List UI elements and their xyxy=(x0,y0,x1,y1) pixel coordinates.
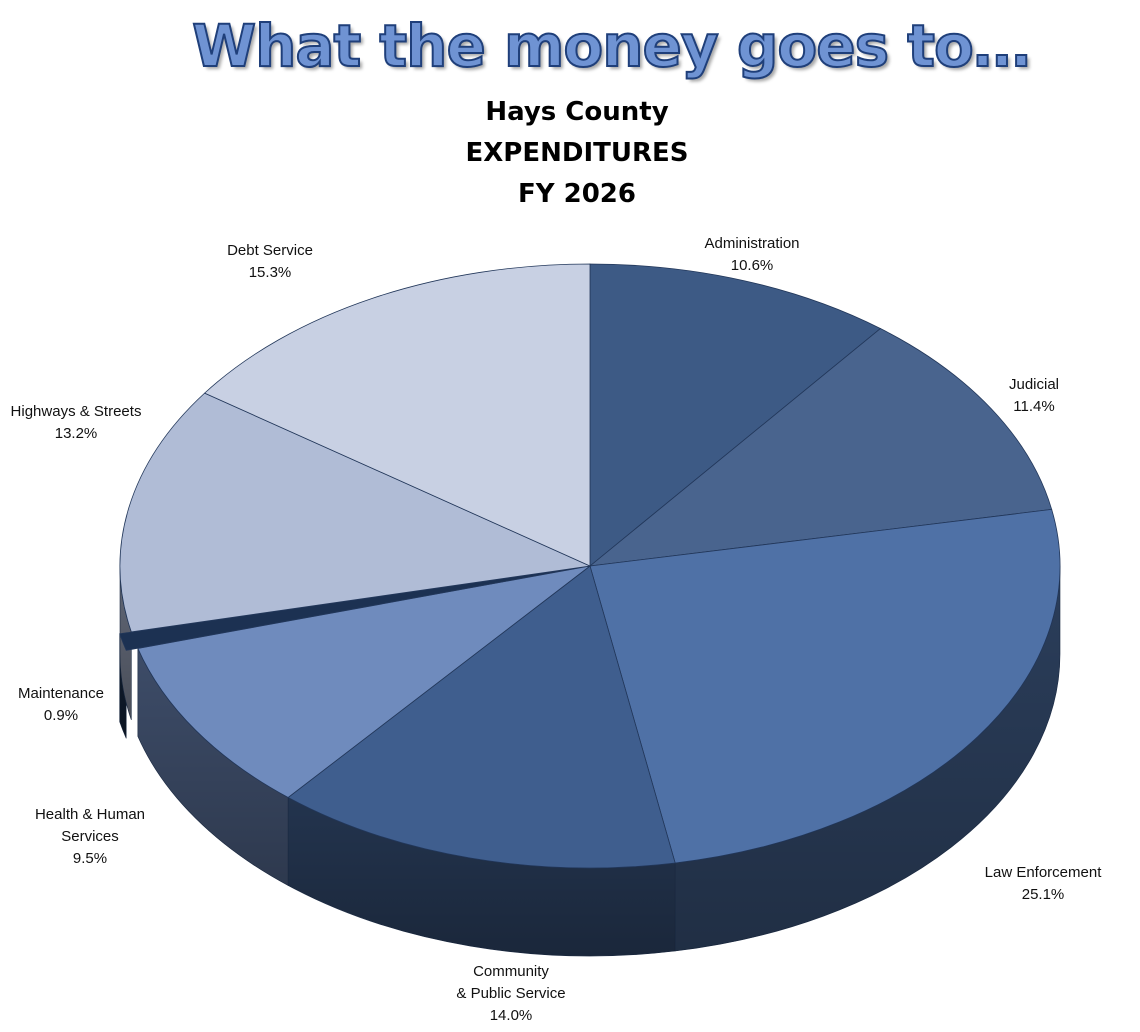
pie-slice-side-shade xyxy=(137,648,289,886)
slice-label-name: Health & Human xyxy=(34,806,146,823)
pie-slice-side-shade xyxy=(675,566,1060,952)
slice-label: Highways & Streets 13.2% xyxy=(11,401,142,445)
pie-slice xyxy=(137,565,591,798)
pie-slice xyxy=(287,565,676,869)
pie-slice xyxy=(589,263,882,567)
slice-label-name: Services xyxy=(61,828,119,845)
pie-slice xyxy=(588,328,1053,567)
chart-title: Hays County EXPENDITURES FY 2026 xyxy=(377,92,777,215)
banner-title: What the money goes to… xyxy=(191,11,1032,81)
slice-label-name: Highways & Streets xyxy=(10,403,142,420)
slice-label: Judicial 11.4% xyxy=(1009,374,1059,418)
slice-label-name: Community xyxy=(473,963,549,980)
pie-tops xyxy=(119,263,1061,869)
chart-title-line: Hays County xyxy=(485,97,669,127)
pie-slice xyxy=(589,508,1061,864)
slice-label: Law Enforcement 25.1% xyxy=(985,862,1102,906)
slice-label-percent: 15.3% xyxy=(248,264,292,281)
slice-label-name: Judicial xyxy=(1008,376,1060,393)
slice-label-percent: 11.4% xyxy=(1013,398,1055,415)
slice-label-percent: 14.0% xyxy=(489,1007,533,1024)
slice-label: Debt Service 15.3% xyxy=(227,240,313,284)
slice-label: Maintenance 0.9% xyxy=(18,683,104,727)
slice-label: Administration 10.6% xyxy=(704,233,799,277)
pie-slice xyxy=(119,392,592,633)
slice-label-name: & Public Service xyxy=(456,985,566,1002)
chart-title-line: EXPENDITURES xyxy=(465,138,689,168)
slice-label-name: Law Enforcement xyxy=(984,864,1102,881)
slice-label-percent: 13.2% xyxy=(54,425,98,442)
slice-label-percent: 9.5% xyxy=(72,850,108,867)
slice-label: Community & Public Service 14.0% xyxy=(456,961,565,1027)
slice-label: Health & Human Services 9.5% xyxy=(35,804,145,870)
pie-slice xyxy=(203,263,591,567)
pie-slice-side-shade xyxy=(288,797,676,956)
slice-label-name: Debt Service xyxy=(227,242,313,259)
slice-label-name: Administration xyxy=(704,235,800,252)
slice-label-name: Maintenance xyxy=(18,685,104,702)
pie-slice xyxy=(119,567,579,651)
slice-label-percent: 10.6% xyxy=(730,257,774,274)
slice-label-percent: 25.1% xyxy=(1021,886,1065,903)
chart-title-line: FY 2026 xyxy=(517,179,636,209)
slice-label-percent: 0.9% xyxy=(43,707,79,724)
